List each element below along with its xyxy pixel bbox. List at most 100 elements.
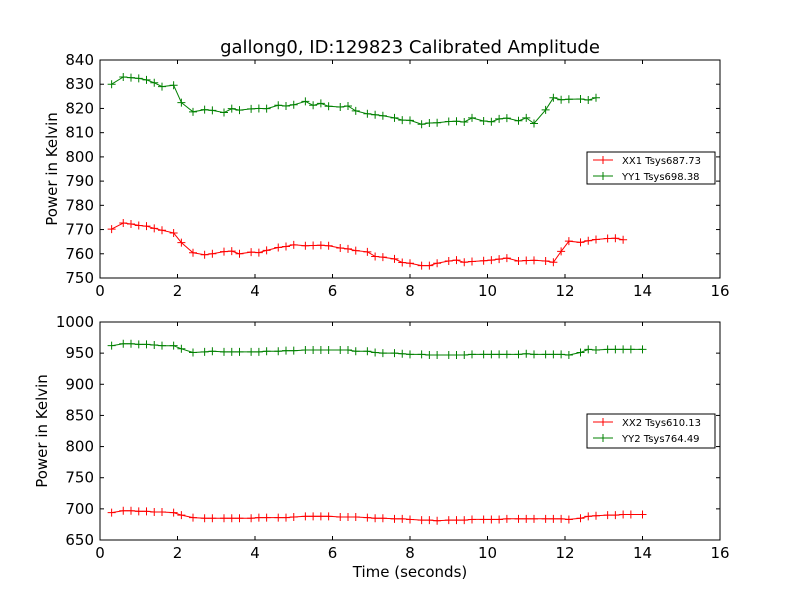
data-point-yy1	[406, 116, 414, 125]
data-point-yy2	[425, 351, 434, 360]
data-point-yy2	[200, 347, 209, 356]
data-point-xx2	[564, 515, 573, 524]
data-point-yy1	[289, 100, 298, 109]
data-point-xx2	[626, 510, 635, 519]
data-point-xx2	[530, 514, 538, 523]
chart-bottom-y-axis-label: Power in Kelvin	[33, 374, 51, 488]
data-point-yy1	[576, 94, 585, 103]
chart-bottom-marks	[107, 339, 647, 525]
data-point-xx2	[495, 515, 504, 524]
data-point-xx1	[549, 258, 558, 267]
data-point-yy2	[177, 344, 186, 353]
data-point-xx2	[158, 507, 166, 516]
data-point-yy2	[336, 346, 345, 355]
data-point-yy2	[301, 346, 310, 355]
data-point-xx1	[220, 247, 228, 256]
chart-bottom-x-tick-label: 16	[710, 544, 729, 562]
data-point-yy1	[530, 119, 538, 128]
data-point-yy2	[344, 346, 352, 355]
data-point-xx2	[316, 512, 325, 521]
data-point-yy2	[378, 349, 387, 358]
data-point-yy1	[541, 105, 550, 114]
data-point-xx2	[309, 512, 318, 521]
data-point-xx1	[227, 247, 236, 256]
data-point-yy1	[254, 104, 263, 113]
data-point-xx2	[452, 516, 461, 525]
data-point-xx1	[363, 247, 372, 256]
data-point-yy2	[107, 341, 116, 350]
data-point-xx1	[592, 235, 600, 244]
chart-top-y-tick-label: 770	[65, 221, 94, 239]
chart-top-x-tick-label: 8	[405, 282, 415, 300]
data-point-yy2	[119, 339, 128, 348]
chart-top-legend-box	[586, 151, 716, 185]
data-point-yy1	[564, 95, 573, 104]
data-point-yy2	[619, 345, 628, 354]
data-point-xx1	[425, 261, 434, 270]
data-point-yy2	[406, 350, 414, 359]
data-point-yy2	[495, 350, 504, 359]
chart-bottom-legend-box	[586, 413, 716, 449]
legend-label-xx1: XX1 Tsys687.73	[622, 156, 701, 167]
data-point-xx1	[289, 240, 298, 249]
chart-top-y-axis-label: Power in Kelvin	[43, 112, 61, 226]
chart-top-ticks: 0 2 4 6 8 10 12 14 16750760770780790800810820830…	[65, 51, 729, 300]
data-point-xx1	[169, 228, 178, 237]
data-point-yy1	[309, 101, 318, 110]
data-point-xx2	[220, 514, 228, 523]
data-point-yy2	[611, 345, 620, 354]
data-point-yy1	[557, 95, 566, 104]
data-point-xx1	[460, 258, 469, 267]
data-point-xx2	[592, 511, 600, 520]
data-point-yy2	[169, 341, 178, 350]
chart-bottom-x-tick-label: 0	[95, 544, 105, 562]
data-point-xx2	[371, 514, 380, 523]
chart-top-legend: XX1 Tsys687.73 YY1 Tsys698.38	[586, 151, 716, 185]
data-point-xx2	[301, 512, 310, 521]
chart-bottom-x-tick-label: 14	[633, 544, 652, 562]
data-point-xx1	[371, 252, 380, 261]
legend-marker-xx2	[599, 418, 607, 426]
data-point-yy1	[158, 82, 166, 91]
data-point-xx2	[107, 508, 116, 517]
legend-label-yy2: YY2 Tsys764.49	[621, 434, 700, 445]
data-point-yy2	[433, 351, 442, 360]
data-point-xx2	[262, 513, 271, 522]
data-point-xx1	[127, 219, 135, 228]
data-point-xx1	[564, 237, 573, 246]
data-point-yy1	[425, 118, 434, 127]
chart-top: gallong0, ID:129823 Calibrated Amplitude…	[43, 37, 730, 300]
data-point-xx2	[584, 512, 593, 521]
legend-marker-xx1	[599, 156, 607, 164]
data-point-xx1	[541, 257, 550, 266]
data-point-yy2	[371, 348, 380, 357]
data-point-xx1	[254, 248, 263, 257]
data-point-yy2	[549, 350, 558, 359]
data-point-xx1	[406, 259, 414, 268]
data-point-yy2	[530, 350, 538, 359]
data-point-yy2	[262, 347, 271, 356]
data-point-xx2	[247, 514, 256, 523]
data-point-xx1	[324, 241, 333, 250]
legend-label-xx2: XX2 Tsys610.13	[622, 418, 701, 429]
chart-top-y-tick-label: 830	[65, 75, 94, 93]
data-point-xx1	[619, 235, 628, 244]
data-point-xx2	[425, 516, 434, 525]
data-point-xx1	[316, 241, 325, 250]
data-point-yy1	[227, 104, 236, 113]
data-point-yy2	[557, 350, 566, 359]
data-point-xx1	[502, 254, 511, 263]
chart-top-y-tick-label: 810	[65, 124, 94, 142]
chart-bottom-y-tick-label: 1000	[56, 313, 94, 331]
data-point-yy2	[127, 339, 135, 348]
data-point-xx2	[344, 512, 352, 521]
data-point-xx1	[390, 254, 399, 263]
data-point-xx2	[208, 514, 217, 523]
data-point-xx2	[468, 515, 476, 524]
data-point-xx2	[134, 507, 143, 516]
data-point-xx2	[479, 515, 488, 524]
data-point-xx2	[417, 516, 426, 525]
data-point-yy1	[177, 98, 186, 107]
data-point-yy2	[289, 346, 298, 355]
data-point-yy1	[468, 113, 476, 122]
